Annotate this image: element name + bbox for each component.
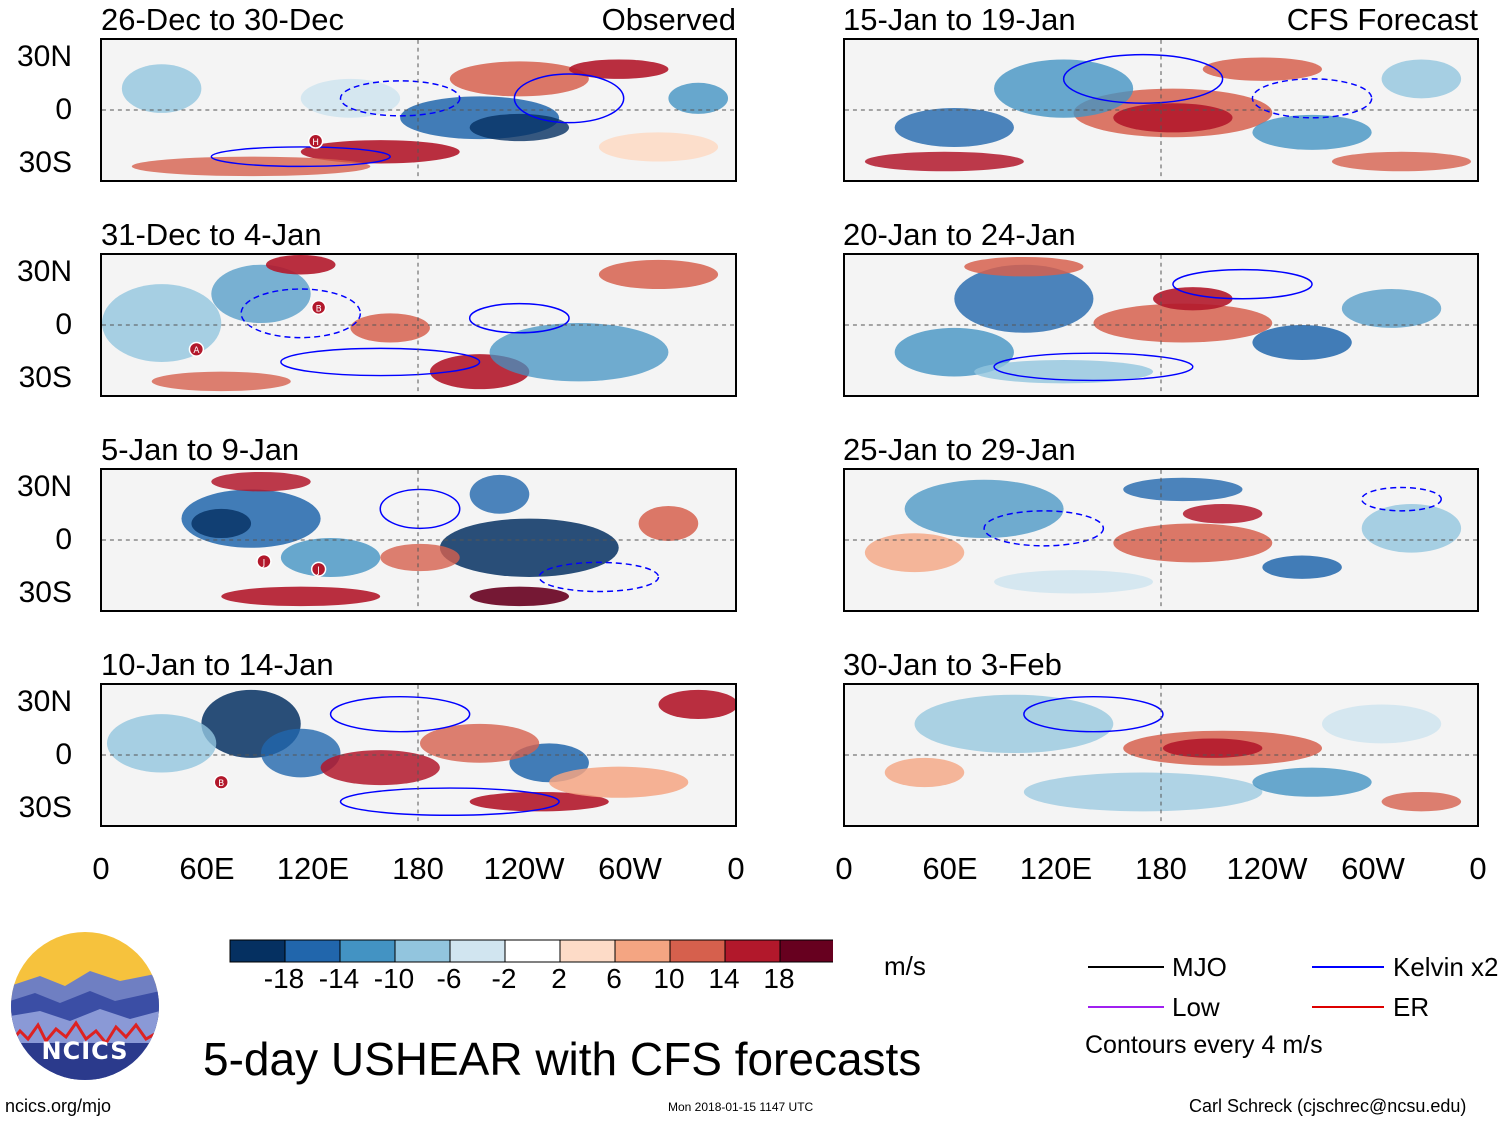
- colorbar-swatch: [779, 939, 833, 963]
- shear-field: [845, 40, 1477, 180]
- colorbar-label: 14: [708, 963, 740, 994]
- legend-kelvin: Kelvin x2: [1393, 952, 1499, 982]
- storm-marker: B: [316, 304, 322, 314]
- lon-label: 60E: [179, 851, 235, 886]
- lon-label: 120W: [483, 851, 565, 886]
- author-credit: Carl Schreck (cjschrec@ncsu.edu): [1189, 1096, 1467, 1116]
- map-obs-4: B: [100, 683, 737, 827]
- panel-title: 30-Jan to 3-Feb: [843, 647, 1062, 682]
- panel-title: 10-Jan to 14-Jan: [101, 647, 334, 682]
- map-fcst-1: [843, 38, 1479, 182]
- colorbar-swatch: [229, 939, 286, 963]
- colorbar-label: 10: [653, 963, 685, 994]
- map-obs-1: H: [100, 38, 737, 182]
- colorbar-swatch: [339, 939, 396, 963]
- lat-label: 30N: [16, 685, 72, 718]
- lat-label: 30S: [18, 146, 72, 179]
- low-line-swatch: [1088, 1006, 1164, 1008]
- colorbar-swatch: [559, 939, 616, 963]
- map-fcst-3: [843, 468, 1479, 612]
- lat-label: 0: [55, 738, 72, 771]
- storm-marker: J: [316, 566, 320, 576]
- contour-interval-note: Contours every 4 m/s: [1085, 1031, 1323, 1059]
- panel-title: 15-Jan to 19-Jan: [843, 2, 1076, 37]
- colorbar-swatch: [504, 939, 561, 963]
- colorbar-label: -6: [436, 963, 462, 994]
- lat-label: 30S: [18, 576, 72, 609]
- colorbar-label: 18: [763, 963, 795, 994]
- lat-label: 0: [55, 308, 72, 341]
- observed-tag: Observed: [601, 2, 736, 37]
- colorbar-swatches: [229, 939, 833, 963]
- logo-wordmark: NCICS: [42, 1037, 129, 1065]
- lon-label: 180: [392, 851, 444, 886]
- lon-label: 60W: [1341, 851, 1405, 886]
- lon-label: 60W: [598, 851, 662, 886]
- forecast-tag: CFS Forecast: [1286, 2, 1478, 37]
- storm-marker: H: [312, 138, 319, 148]
- map-obs-3: J J: [100, 468, 737, 612]
- lat-label: 30N: [16, 470, 72, 503]
- map-obs-2: B A: [100, 253, 737, 397]
- colorbar-swatch: [724, 939, 781, 963]
- lat-label: 0: [55, 523, 72, 556]
- lat-label: 30S: [18, 791, 72, 824]
- legend-er: ER: [1393, 992, 1430, 1022]
- colorbar-swatch: [394, 939, 451, 963]
- lon-label: 180: [1135, 851, 1187, 886]
- panel-title: 31-Dec to 4-Jan: [101, 217, 322, 252]
- shear-field: [845, 685, 1477, 825]
- colorbar-label: -10: [373, 963, 415, 994]
- colorbar-swatch: [449, 939, 506, 963]
- colorbar-label: -2: [491, 963, 517, 994]
- map-fcst-4: [843, 683, 1479, 827]
- timestamp: Mon 2018-01-15 1147 UTC: [668, 1100, 814, 1114]
- kelvin-line-swatch: [1312, 966, 1384, 968]
- storm-marker: A: [193, 346, 199, 356]
- colorbar-swatch: [614, 939, 671, 963]
- lon-label: 0: [727, 851, 745, 886]
- lat-label: 30N: [16, 255, 72, 288]
- colorbar-swatch: [669, 939, 726, 963]
- colorbar-units: m/s: [884, 951, 926, 981]
- panel-title: 20-Jan to 24-Jan: [843, 217, 1076, 252]
- er-line-swatch: [1312, 1006, 1384, 1008]
- lon-label: 60E: [922, 851, 978, 886]
- shear-field: [845, 255, 1477, 395]
- legend-mjo: MJO: [1172, 952, 1227, 982]
- storm-marker: J: [262, 558, 266, 568]
- map-fcst-2: [843, 253, 1479, 397]
- colorbar-label: 2: [551, 963, 567, 994]
- shear-field: [845, 470, 1477, 610]
- lat-label: 30S: [18, 361, 72, 394]
- lon-label: 0: [835, 851, 853, 886]
- colorbar-label: 6: [606, 963, 622, 994]
- panel-title: 26-Dec to 30-Dec: [101, 2, 344, 37]
- lat-label: 30N: [16, 40, 72, 73]
- lat-label: 0: [55, 93, 72, 126]
- colorbar-swatch: [284, 939, 341, 963]
- lon-label: 120E: [276, 851, 350, 886]
- legend-low: Low: [1172, 992, 1220, 1022]
- lon-label: 120W: [1226, 851, 1308, 886]
- figure-title: 5-day USHEAR with CFS forecasts: [203, 1033, 922, 1085]
- shear-field: B: [102, 685, 735, 825]
- panel-title: 5-Jan to 9-Jan: [101, 432, 300, 467]
- lon-label: 120E: [1019, 851, 1093, 886]
- lon-label: 0: [92, 851, 110, 886]
- lon-label: 0: [1469, 851, 1487, 886]
- storm-marker: B: [218, 779, 224, 789]
- shear-field: B A: [102, 255, 735, 395]
- colorbar-label: -18: [263, 963, 305, 994]
- source-url[interactable]: ncics.org/mjo: [5, 1096, 112, 1116]
- colorbar-label: -14: [318, 963, 360, 994]
- mjo-line-swatch: [1088, 966, 1164, 968]
- ncics-logo: NCICS: [10, 931, 160, 1081]
- panel-title: 25-Jan to 29-Jan: [843, 432, 1076, 467]
- shear-field: J J: [102, 470, 735, 610]
- shear-field: H: [102, 40, 735, 180]
